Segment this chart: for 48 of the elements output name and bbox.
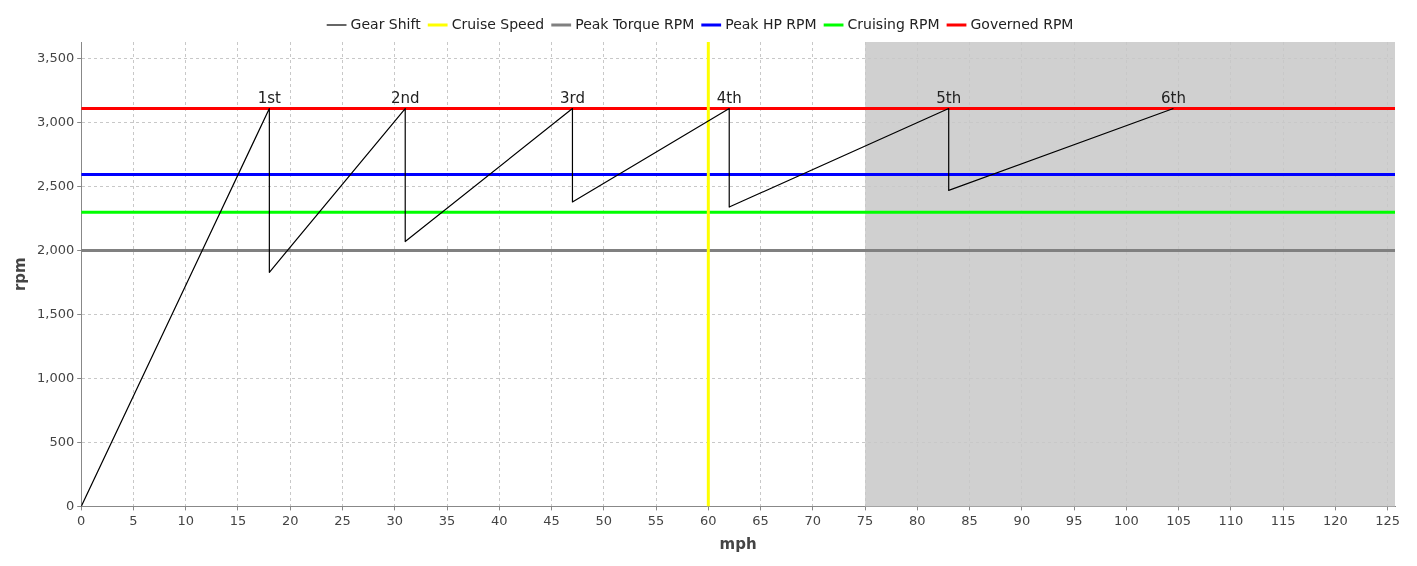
legend-label: Cruise Speed	[451, 15, 545, 32]
x-tick-label: 95	[1065, 512, 1083, 528]
annotation: 4th	[716, 88, 742, 107]
x-tick-label: 10	[177, 512, 195, 528]
x-tick-label: 55	[647, 512, 665, 528]
annotation: 6th	[1160, 88, 1186, 107]
x-tick-label: 85	[961, 512, 978, 528]
annotation: 2nd	[390, 88, 420, 107]
x-tick-label: 25	[334, 512, 351, 528]
annotation: 1st	[257, 88, 282, 107]
x-tick-label: 0	[77, 512, 86, 528]
legend-label: Cruising RPM	[847, 15, 940, 32]
annotation: 5th	[936, 88, 962, 107]
legend-label: Gear Shift	[350, 15, 422, 32]
legend-label: Peak Torque RPM	[575, 15, 695, 32]
y-tick-label: 1,500	[37, 305, 75, 321]
x-tick-label: 5	[129, 512, 138, 528]
x-tick-label: 60	[700, 512, 717, 528]
legend-label: Peak HP RPM	[725, 15, 817, 32]
x-tick-label: 65	[752, 512, 769, 528]
y-tick-label: 0	[65, 497, 75, 513]
x-tick-label: 50	[595, 512, 613, 528]
x-tick-label: 70	[804, 512, 822, 528]
x-tick-label: 20	[281, 512, 299, 528]
x-axis-title: mph	[719, 534, 757, 553]
x-tick-label: 35	[438, 512, 456, 528]
x-tick-label: 90	[1013, 512, 1031, 528]
x-tick-label: 125	[1375, 512, 1401, 528]
x-tick-label: 120	[1323, 512, 1348, 528]
x-tick-label: 80	[909, 512, 926, 528]
x-tick-label: 110	[1218, 512, 1244, 528]
y-tick-label: 2,500	[37, 177, 75, 193]
x-tick-label: 15	[229, 512, 247, 528]
y-axis-title: rpm	[10, 257, 29, 292]
x-tick-label: 115	[1270, 512, 1296, 528]
y-tick-label: 500	[49, 433, 75, 449]
annotation: 3rd	[559, 88, 585, 107]
x-tick-label: 40	[491, 512, 508, 528]
legend-label: Governed RPM	[970, 15, 1074, 32]
x-tick-label: 45	[543, 512, 560, 528]
x-tick-label: 30	[386, 512, 404, 528]
x-tick-label: 100	[1113, 512, 1139, 528]
x-tick-label: 105	[1166, 512, 1192, 528]
y-tick-label: 3,500	[37, 50, 75, 66]
x-tick-label: 75	[856, 512, 874, 528]
y-tick-label: 3,000	[37, 113, 75, 129]
y-tick-label: 1,000	[37, 369, 75, 385]
y-tick-label: 2,000	[37, 241, 75, 257]
